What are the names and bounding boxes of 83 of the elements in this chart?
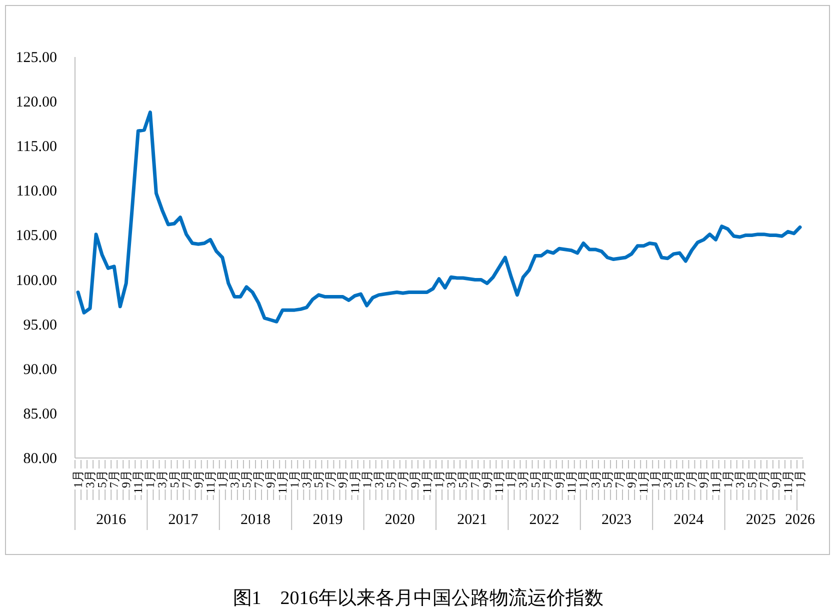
- x-tick-label: 3月: [516, 470, 530, 488]
- x-tick-label: 5月: [744, 470, 759, 488]
- x-group-label: 2026: [785, 512, 815, 528]
- x-tick-label: 11月: [348, 470, 362, 494]
- y-tick-label: 95.00: [23, 317, 57, 334]
- x-tick-label: 1月: [71, 470, 85, 488]
- x-tick-label: 11月: [203, 470, 218, 494]
- x-tick-label: 1月: [793, 470, 807, 488]
- x-tick-label: 7月: [396, 470, 410, 488]
- y-tick-label: 115.00: [16, 139, 57, 156]
- x-tick-label: 7月: [684, 470, 699, 488]
- x-group-label: 2019: [312, 512, 343, 528]
- x-tick-label: 9月: [696, 470, 711, 488]
- x-tick-label: 1月: [432, 470, 446, 488]
- x-tick-label: 7月: [179, 470, 194, 488]
- x-tick-label: 5月: [95, 470, 110, 488]
- y-tick-label: 80.00: [23, 451, 57, 467]
- x-tick-label: 11月: [492, 470, 506, 494]
- y-tick-label: 110.00: [16, 184, 57, 200]
- x-tick-label: 9月: [480, 470, 494, 488]
- x-tick-label: 3月: [444, 470, 458, 488]
- x-group-label: 2016: [96, 512, 126, 528]
- y-tick-label: 125.00: [16, 50, 57, 66]
- x-tick-label: 9月: [552, 470, 566, 488]
- x-tick-label: 5月: [528, 470, 542, 488]
- x-tick-label: 11月: [131, 470, 146, 494]
- x-group-label: 2023: [602, 512, 632, 528]
- x-tick-label: 9月: [768, 470, 783, 488]
- x-tick-label: 9月: [119, 470, 134, 488]
- x-tick-label: 5月: [312, 470, 326, 488]
- x-group-label: 2025: [746, 512, 776, 528]
- x-tick-label: 1月: [576, 470, 590, 488]
- x-tick-label: 3月: [732, 470, 747, 488]
- x-tick-label: 5月: [167, 470, 182, 488]
- x-tick-label: 5月: [239, 470, 254, 488]
- x-tick-label: 9月: [264, 470, 278, 488]
- x-tick-label: 11月: [636, 470, 651, 494]
- x-group-label: 2024: [674, 512, 704, 528]
- x-tick-label: 5月: [456, 470, 470, 488]
- x-tick-label: 5月: [600, 470, 614, 488]
- x-group-label: 2017: [168, 512, 198, 528]
- x-group-label: 2021: [457, 512, 488, 528]
- x-tick-label: 3月: [660, 470, 675, 488]
- x-tick-label: 3月: [372, 470, 386, 488]
- x-tick-label: 9月: [624, 470, 639, 488]
- x-tick-label: 11月: [564, 470, 578, 494]
- x-tick-label: 11月: [780, 470, 795, 494]
- x-tick-label: 3月: [83, 470, 98, 488]
- x-tick-label: 9月: [408, 470, 422, 488]
- x-tick-label: 3月: [155, 470, 170, 488]
- x-tick-label: 7月: [540, 470, 554, 488]
- y-tick-label: 85.00: [23, 406, 57, 422]
- y-tick-label: 105.00: [16, 228, 57, 244]
- x-tick-label: 1月: [504, 470, 518, 488]
- x-tick-label: 1月: [288, 470, 302, 488]
- x-tick-label: 1月: [360, 470, 374, 488]
- x-tick-label: 3月: [300, 470, 314, 488]
- x-tick-label: 9月: [191, 470, 206, 488]
- x-tick-label: 11月: [708, 470, 723, 494]
- x-tick-label: 1月: [143, 470, 158, 488]
- x-tick-label: 7月: [756, 470, 771, 488]
- title: 图1 2016年以来各月中国公路物流运价指数: [232, 588, 604, 609]
- y-tick-label: 100.00: [16, 272, 57, 289]
- x-tick-label: 9月: [336, 470, 350, 488]
- x-tick-label: 3月: [588, 470, 602, 488]
- x-tick-label: 11月: [276, 470, 290, 494]
- x-tick-label: 7月: [252, 470, 266, 488]
- y-tick-label: 120.00: [16, 94, 57, 111]
- x-tick-label: 1月: [720, 470, 735, 488]
- x-tick-label: 7月: [468, 470, 482, 488]
- x-group-label: 2020: [384, 512, 415, 528]
- x-tick-label: 1月: [648, 470, 663, 488]
- x-tick-label: 5月: [384, 470, 398, 488]
- x-tick-label: 11月: [420, 470, 434, 494]
- x-tick-label: 1月: [215, 470, 230, 488]
- x-tick-label: 7月: [107, 470, 122, 488]
- x-tick-label: 7月: [612, 470, 626, 488]
- x-tick-label: 7月: [324, 470, 338, 488]
- x-tick-label: 5月: [672, 470, 687, 488]
- x-group-label: 2018: [240, 512, 270, 528]
- y-tick-label: 90.00: [23, 362, 57, 378]
- x-group-label: 2022: [529, 512, 560, 528]
- x-tick-label: 3月: [227, 470, 242, 488]
